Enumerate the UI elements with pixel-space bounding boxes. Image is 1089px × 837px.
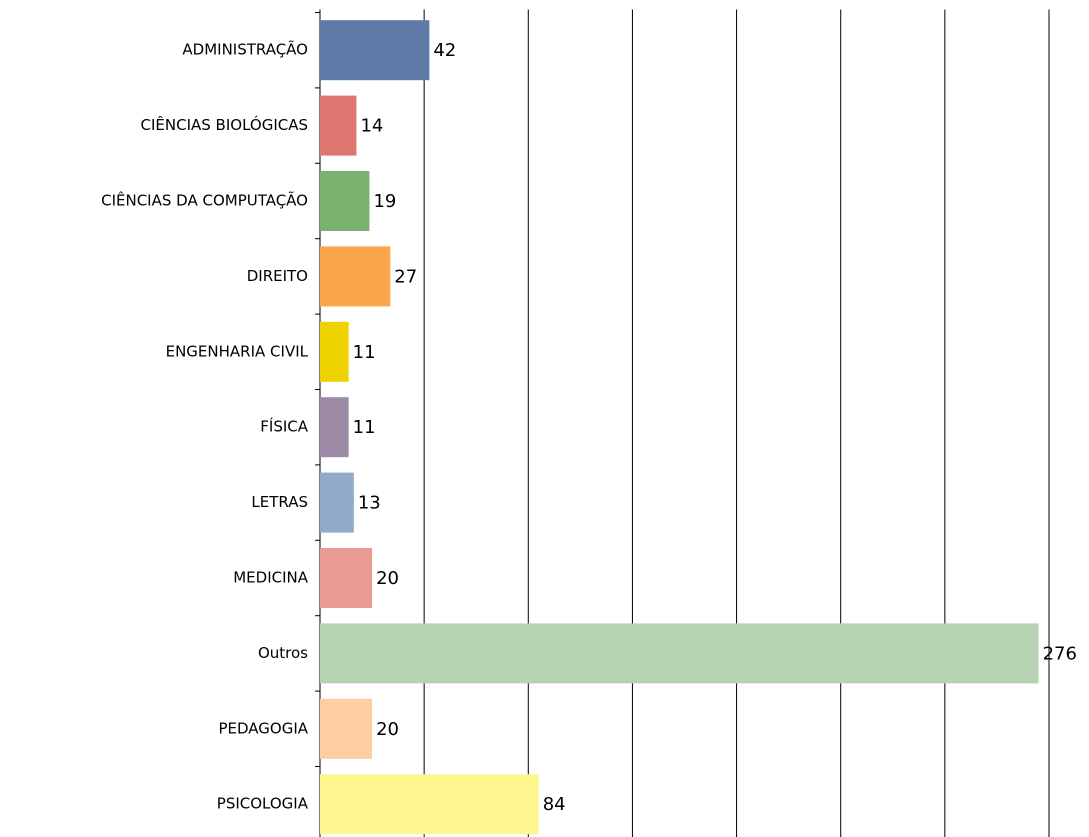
value-label: 20 — [376, 719, 399, 740]
bar — [320, 321, 349, 382]
value-label: 84 — [543, 794, 566, 815]
value-label: 42 — [433, 40, 456, 61]
bar — [320, 698, 373, 759]
value-label: 276 — [1043, 643, 1077, 664]
y-tick-label: CIÊNCIAS BIOLÓGICAS — [141, 115, 309, 134]
y-tick-label: PSICOLOGIA — [217, 795, 309, 813]
y-tick-label: ENGENHARIA CIVIL — [166, 342, 309, 360]
value-label: 20 — [376, 568, 399, 589]
value-label: 13 — [358, 493, 381, 514]
y-tick-label: DIREITO — [247, 267, 308, 285]
bar — [320, 548, 373, 608]
value-label: 11 — [353, 417, 376, 438]
y-tick-label: Outros — [258, 644, 308, 662]
bar — [320, 246, 391, 307]
y-tick-label: LETRAS — [251, 493, 308, 511]
y-tick-label: ADMINISTRAÇÃO — [182, 40, 308, 59]
value-label: 11 — [353, 342, 376, 363]
value-label: 27 — [394, 266, 417, 287]
bar — [320, 774, 539, 835]
bar — [320, 472, 354, 533]
value-label: 14 — [360, 116, 383, 137]
y-tick-label: CIÊNCIAS DA COMPUTAÇÃO — [101, 191, 308, 210]
bar — [320, 623, 1039, 684]
value-label: 19 — [373, 191, 396, 212]
bar — [320, 95, 357, 156]
y-tick-label: MEDICINA — [233, 569, 309, 587]
bar — [320, 171, 370, 231]
bar — [320, 20, 430, 81]
y-tick-label: PEDAGOGIA — [218, 719, 308, 737]
bar — [320, 397, 349, 458]
y-tick-label: FÍSICA — [260, 417, 308, 436]
